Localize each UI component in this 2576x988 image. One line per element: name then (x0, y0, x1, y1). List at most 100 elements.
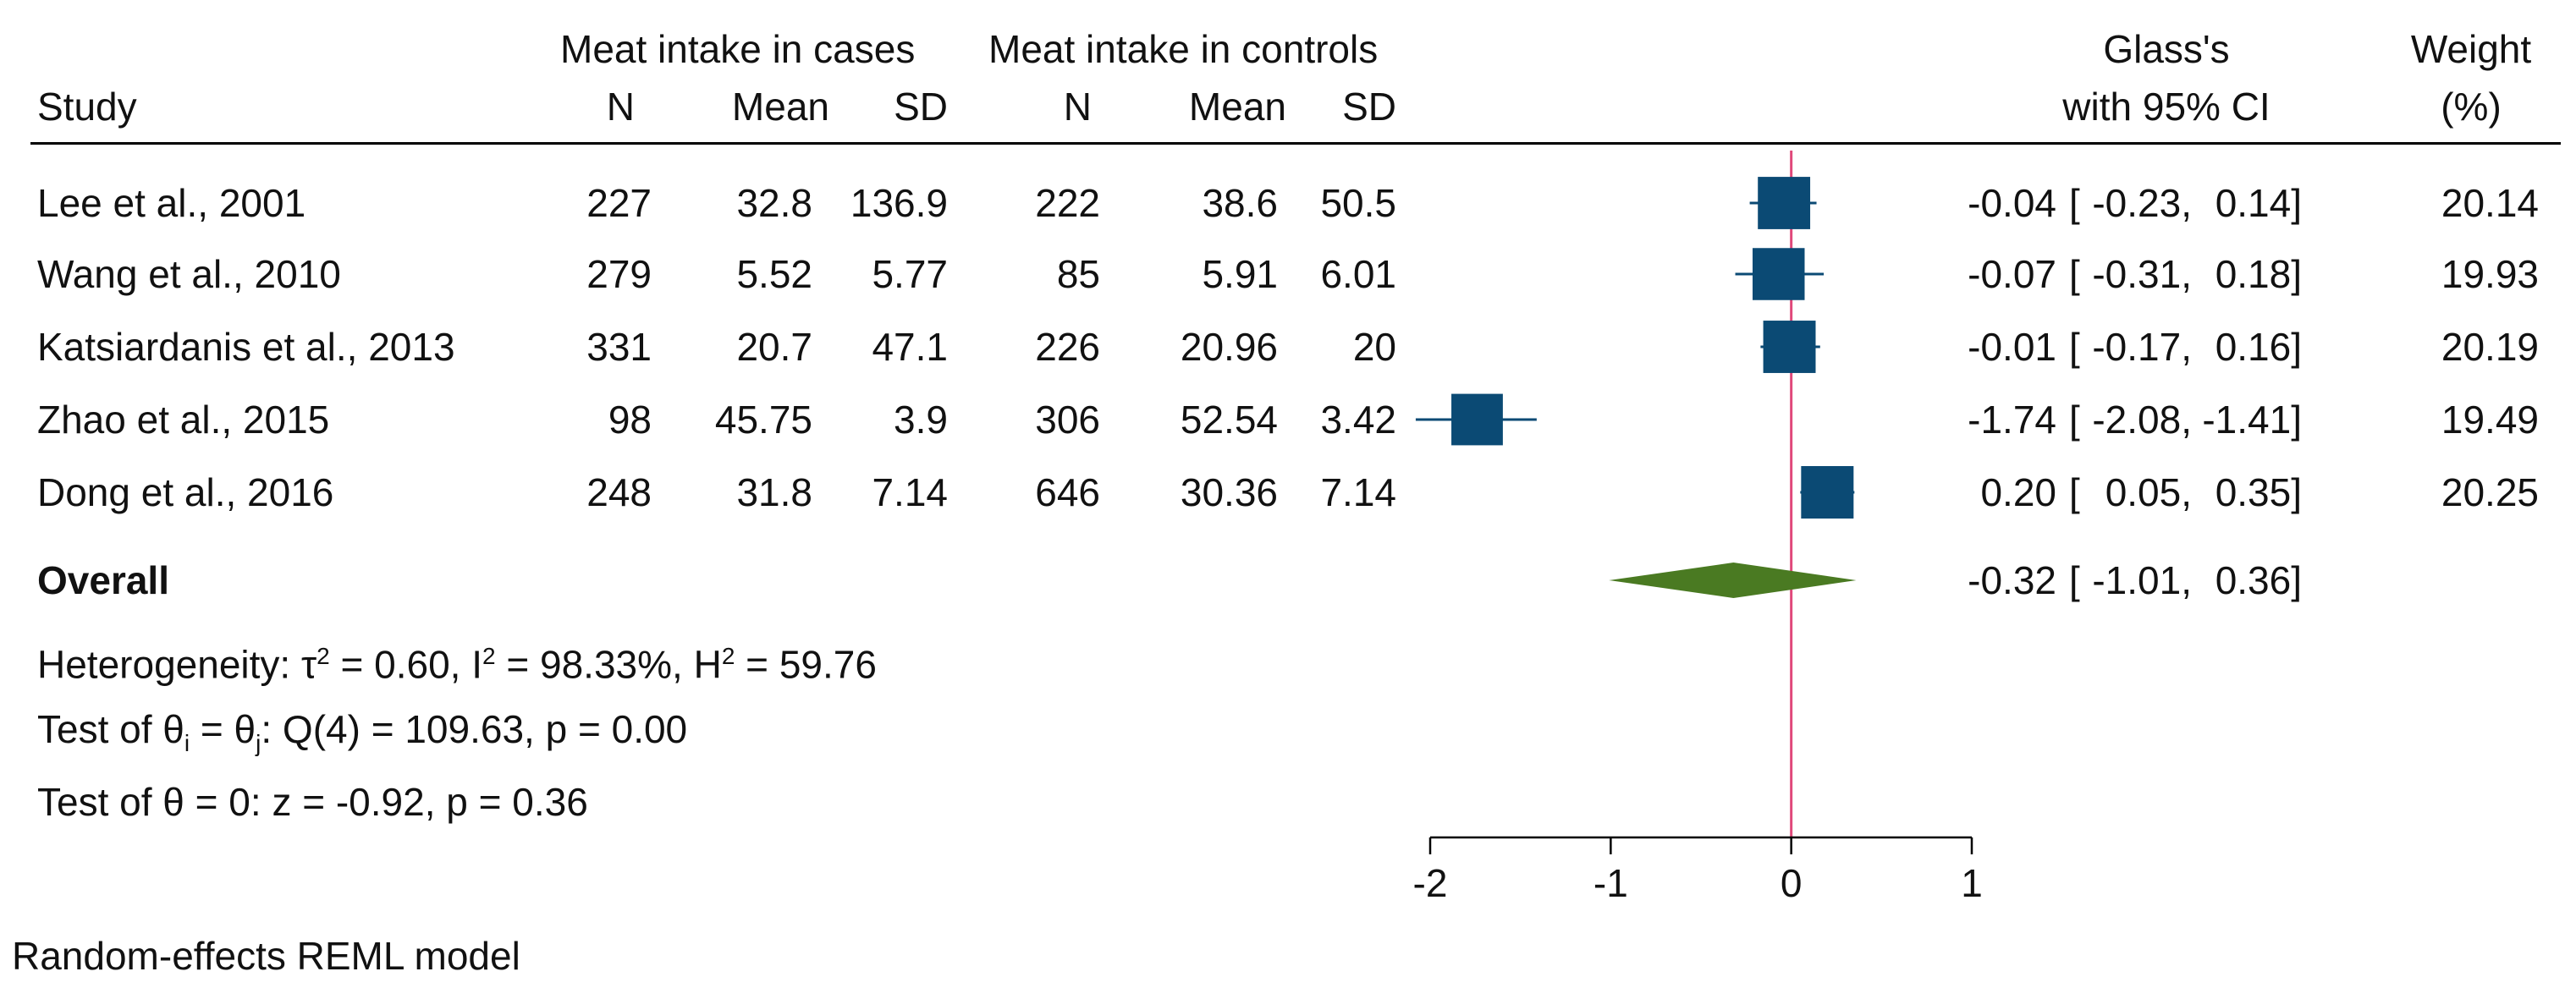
ci-lower: -0.31, (2092, 252, 2192, 296)
overall-label: Overall (37, 558, 169, 602)
ci-bracket-open: [ (2069, 325, 2080, 369)
cases-mean: 5.52 (736, 252, 812, 296)
theta-i-subscript: i (184, 730, 190, 757)
homogeneity-mid: = θ (190, 707, 256, 751)
controls-sd: 20 (1352, 325, 1396, 369)
study-name: Wang et al., 2010 (37, 252, 341, 296)
controls-n: 222 (1035, 181, 1100, 225)
theta-j-subscript: j (256, 730, 261, 757)
column-header-mean-cases: Mean (731, 85, 829, 129)
column-header-n-cases: N (606, 85, 635, 129)
ci-lower: -0.23, (2092, 181, 2192, 225)
effect-size: -0.04 (1968, 181, 2056, 225)
weight-value: 20.25 (2441, 470, 2539, 514)
cases-n: 279 (586, 252, 652, 296)
ci-upper: 0.35] (2215, 470, 2302, 514)
i-exponent: 2 (482, 643, 496, 669)
study-marker (1758, 177, 1811, 229)
effect-size: -1.74 (1968, 398, 2056, 442)
effect-size: -0.01 (1968, 325, 2056, 369)
ci-bracket-open: [ (2069, 252, 2080, 296)
overall-ci-upper: 0.36] (2215, 558, 2302, 602)
overall-effect-size: -0.32 (1968, 558, 2056, 602)
controls-sd: 50.5 (1320, 181, 1396, 225)
controls-sd: 3.42 (1320, 398, 1396, 442)
column-header-mean-controls: Mean (1188, 85, 1286, 129)
effect-size: -0.07 (1968, 252, 2056, 296)
cases-n: 227 (586, 181, 652, 225)
cases-n: 98 (608, 398, 652, 442)
cases-mean: 20.7 (736, 325, 812, 369)
h-exponent: 2 (721, 643, 735, 669)
overall-effect-test: Test of θ = 0: z = -0.92, p = 0.36 (37, 780, 588, 824)
weight-value: 20.14 (2441, 181, 2539, 225)
weight-header-line1: Weight (2410, 27, 2532, 71)
x-axis-tick-label: -1 (1593, 861, 1628, 905)
ci-upper: 0.16] (2215, 325, 2302, 369)
controls-mean: 20.96 (1180, 325, 1278, 369)
weight-value: 19.49 (2441, 398, 2539, 442)
weight-value: 20.19 (2441, 325, 2539, 369)
controls-mean: 30.36 (1180, 470, 1278, 514)
cases-sd: 5.77 (872, 252, 948, 296)
heterogeneity-prefix: Heterogeneity: τ (37, 642, 317, 687)
cases-mean: 31.8 (736, 470, 812, 514)
cases-mean: 32.8 (736, 181, 812, 225)
column-header-n-controls: N (1063, 85, 1092, 129)
cases-n: 248 (586, 470, 652, 514)
ci-lower: -2.08, (2092, 398, 2192, 442)
study-name: Katsiardanis et al., 2013 (37, 325, 455, 369)
homogeneity-test: Test of θi = θj: Q(4) = 109.63, p = 0.00 (37, 707, 687, 766)
group-header-cases: Meat intake in cases (560, 27, 916, 71)
x-axis-tick-label: 0 (1781, 861, 1803, 905)
study-marker (1752, 248, 1805, 300)
controls-n: 85 (1056, 252, 1100, 296)
study-name: Lee et al., 2001 (37, 181, 306, 225)
overall-ci-lower: -1.01, (2092, 558, 2192, 602)
effect-header-line2: with 95% CI (2062, 85, 2271, 129)
controls-mean: 52.54 (1180, 398, 1278, 442)
column-header-sd-controls: SD (1342, 85, 1396, 129)
effect-header-line1: Glass's (2103, 27, 2230, 71)
controls-mean: 5.91 (1202, 252, 1278, 296)
controls-n: 306 (1035, 398, 1100, 442)
controls-mean: 38.6 (1202, 181, 1278, 225)
weight-header-line2: (%) (2441, 85, 2502, 129)
study-marker (1801, 466, 1854, 519)
cases-mean: 45.75 (714, 398, 812, 442)
x-axis-tick-label: 1 (1961, 861, 1983, 905)
ci-upper: 0.14] (2215, 181, 2302, 225)
column-header-sd-cases: SD (894, 85, 948, 129)
ci-upper: -1.41] (2202, 398, 2302, 442)
tau-value: = 0.60, I (329, 642, 483, 687)
column-header-study: Study (37, 85, 137, 129)
cases-sd: 7.14 (872, 470, 948, 514)
group-header-controls: Meat intake in controls (988, 27, 1379, 71)
controls-sd: 7.14 (1320, 470, 1396, 514)
ci-lower: 0.05, (2105, 470, 2192, 514)
study-name: Dong et al., 2016 (37, 470, 334, 514)
homogeneity-prefix: Test of θ (37, 707, 184, 751)
controls-n: 226 (1035, 325, 1100, 369)
ci-bracket-open: [ (2069, 181, 2080, 225)
header-separator (30, 142, 2561, 145)
controls-sd: 6.01 (1320, 252, 1396, 296)
study-name: Zhao et al., 2015 (37, 398, 330, 442)
controls-n: 646 (1035, 470, 1100, 514)
model-footnote: Random-effects REML model (12, 934, 520, 978)
cases-sd: 3.9 (894, 398, 948, 442)
h-value: = 59.76 (735, 642, 877, 687)
ci-bracket-open: [ (2069, 558, 2080, 602)
effect-size: 0.20 (1980, 470, 2056, 514)
heterogeneity-stats: Heterogeneity: τ2 = 0.60, I2 = 98.33%, H… (37, 634, 877, 686)
homogeneity-result: : Q(4) = 109.63, p = 0.00 (261, 707, 688, 751)
cases-n: 331 (586, 325, 652, 369)
i-value: = 98.33%, H (495, 642, 722, 687)
ci-bracket-open: [ (2069, 398, 2080, 442)
cases-sd: 136.9 (850, 181, 948, 225)
overall-diamond (1609, 563, 1857, 598)
weight-value: 19.93 (2441, 252, 2539, 296)
ci-bracket-open: [ (2069, 470, 2080, 514)
